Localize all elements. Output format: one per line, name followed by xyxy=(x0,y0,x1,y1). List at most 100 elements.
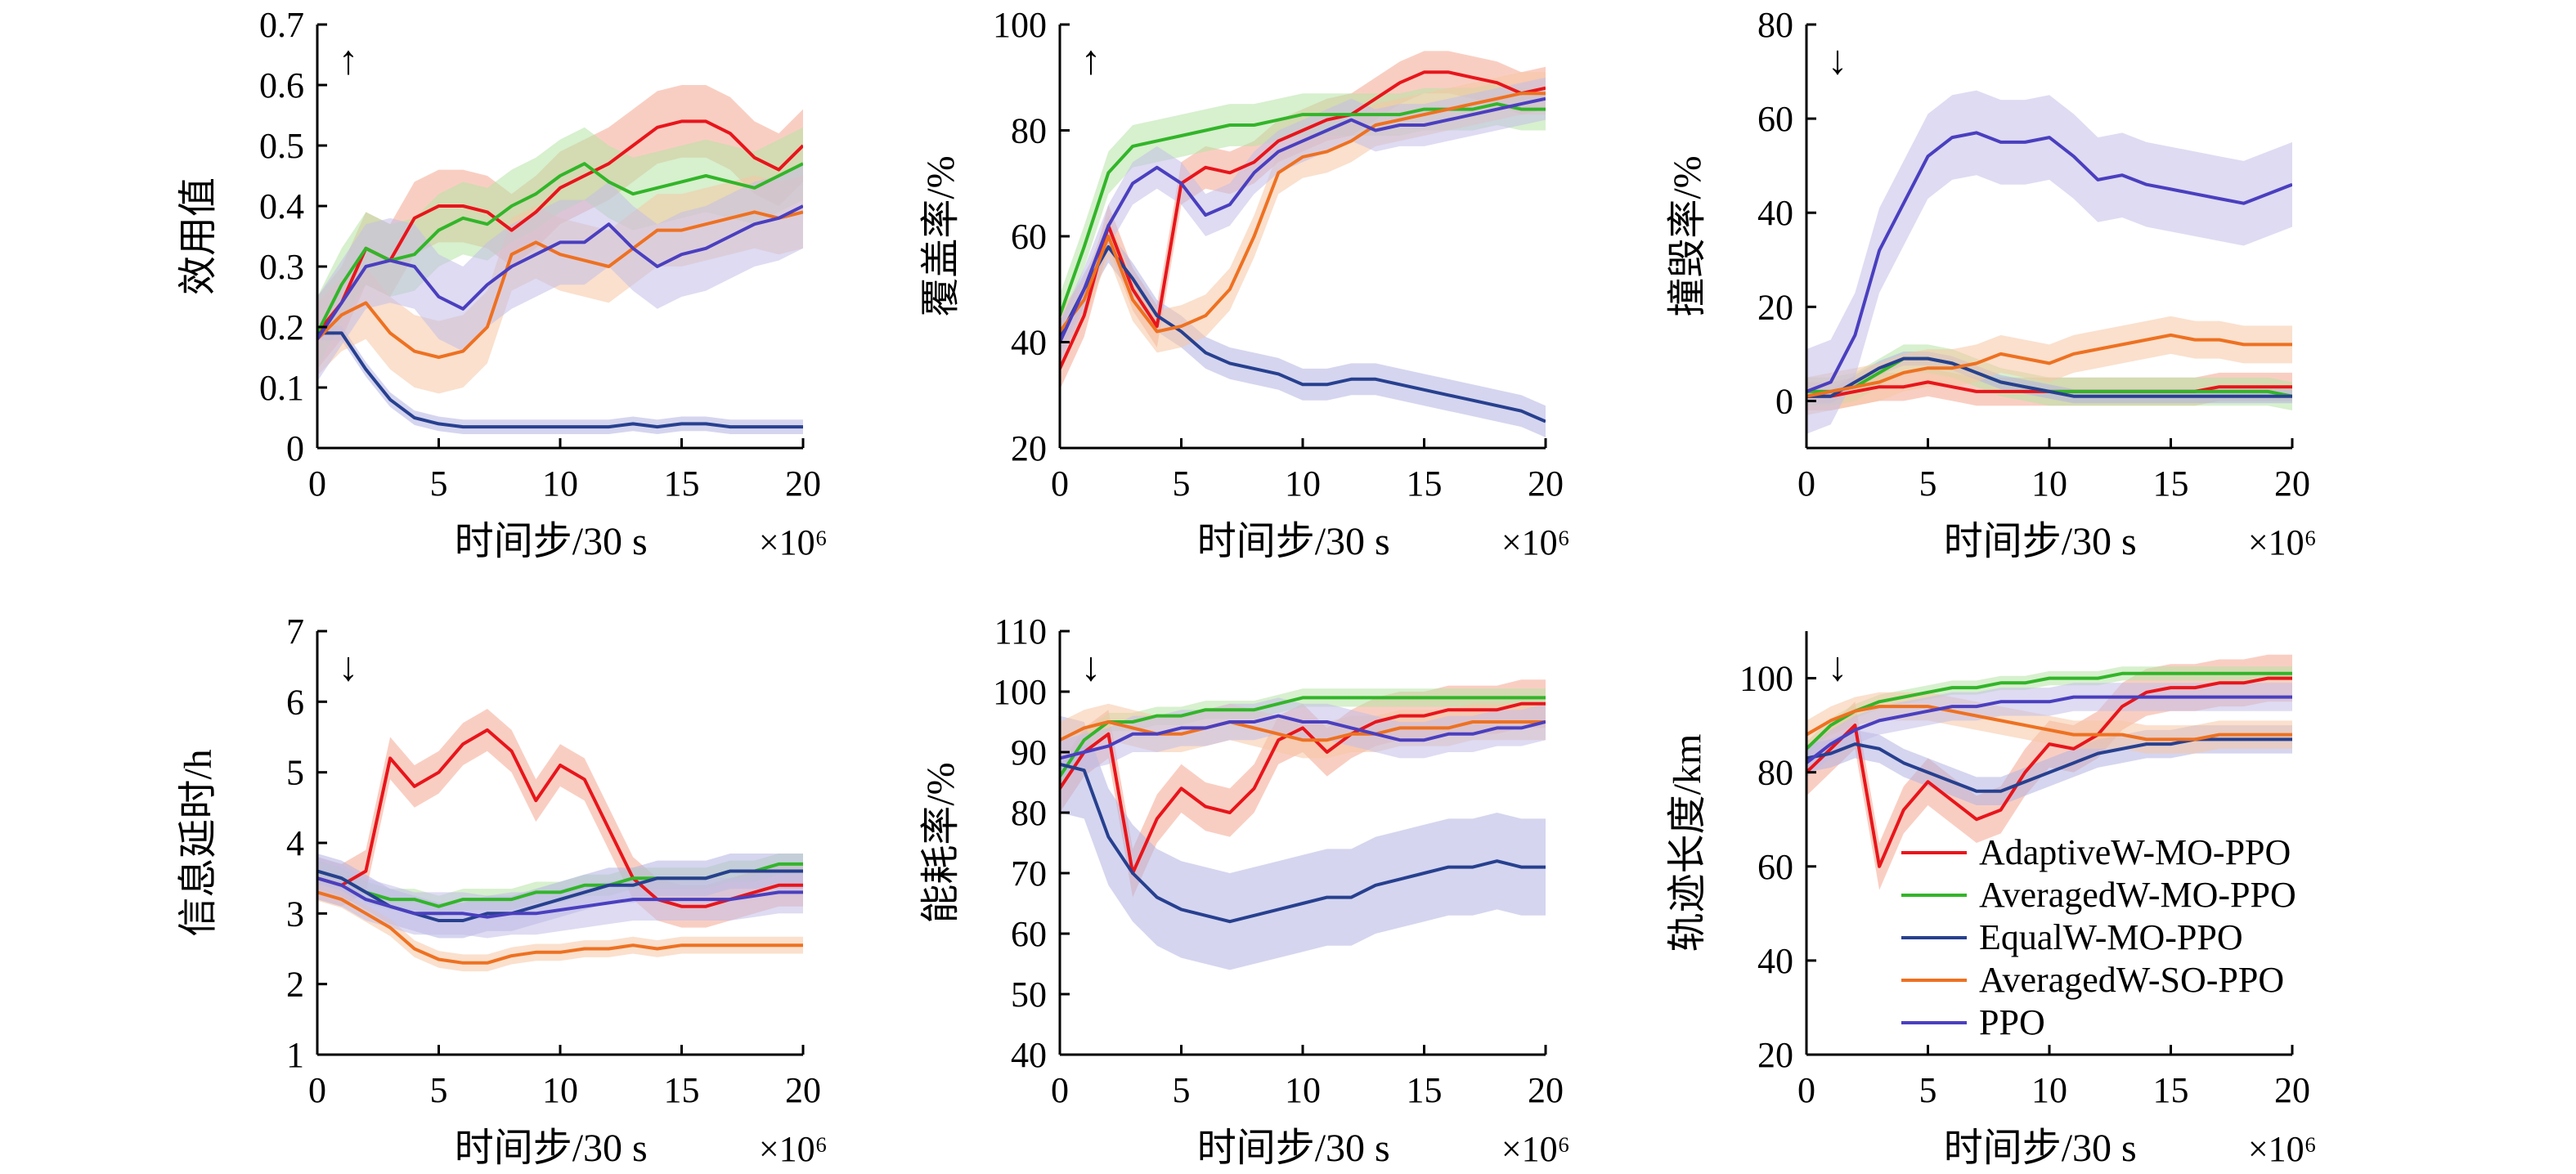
legend-label: PPO xyxy=(1979,1002,2045,1042)
chart-coverage: 0 5 10 15 20 20 40 60 80 100 时间步/30 s ×10⁶ 覆盖率/% ↑ xyxy=(919,5,1570,563)
x-axis-exponent: ×10⁶ xyxy=(2248,522,2317,562)
y-tick-label: 100 xyxy=(1739,659,1793,699)
x-tick-label: 5 xyxy=(1173,1070,1191,1110)
band-ppo xyxy=(1806,90,2292,434)
y-tick-label: 60 xyxy=(1757,847,1793,887)
band-averagedw-so-ppo xyxy=(317,884,803,972)
x-tick-label: 20 xyxy=(1528,1070,1564,1110)
x-tick-label: 20 xyxy=(785,1070,821,1110)
x-tick-label: 5 xyxy=(1919,464,1937,504)
x-axis-label: 时间步/30 s xyxy=(455,520,648,563)
y-tick-label: 80 xyxy=(1757,753,1793,793)
x-tick-label: 15 xyxy=(664,464,700,504)
legend: AdaptiveW-MO-PPOAveragedW-MO-PPOEqualW-M… xyxy=(1901,832,2296,1042)
y-tick-label: 0.5 xyxy=(259,126,304,166)
y-axis-label: 覆盖率/% xyxy=(919,155,963,316)
x-tick-label: 0 xyxy=(308,1070,326,1110)
y-tick-label: 60 xyxy=(1011,914,1047,954)
series-line-averagedw-mo-ppo xyxy=(1060,102,1546,316)
band-averagedw-mo-ppo xyxy=(1806,666,2292,756)
x-tick-label: 10 xyxy=(542,464,578,504)
series-line-averagedw-so-ppo xyxy=(1060,92,1546,334)
x-axis-label: 时间步/30 s xyxy=(1944,520,2137,563)
direction-arrow: ↓ xyxy=(1828,643,1848,689)
x-tick-label: 10 xyxy=(1285,1070,1321,1110)
series-line-equalw-mo-ppo xyxy=(317,331,803,429)
y-tick-label: 110 xyxy=(994,612,1047,652)
series-line-adaptivew-mo-ppo xyxy=(317,119,803,334)
y-tick-label: 3 xyxy=(286,894,304,934)
legend-item-equalw-mo-ppo: EqualW-MO-PPO xyxy=(1901,917,2243,957)
x-tick-label: 15 xyxy=(2153,464,2189,504)
series-line-averagedw-so-ppo xyxy=(317,210,803,359)
series-line-adaptivew-mo-ppo xyxy=(1806,676,2292,868)
y-tick-label: 0.1 xyxy=(259,368,304,408)
chart-utility: 0 5 10 15 20 0 0.1 0.2 0.3 0.4 0.5 0.6 0.7 时间步/30 s ×1… xyxy=(177,5,828,563)
x-tick-label: 0 xyxy=(1051,464,1069,504)
y-tick-label: 90 xyxy=(1011,733,1047,773)
x-axis-exponent: ×10⁶ xyxy=(1501,1129,1570,1169)
y-tick-label: 20 xyxy=(1757,287,1793,327)
x-axis-label: 时间步/30 s xyxy=(1944,1127,2137,1170)
legend-item-averagedw-mo-ppo: AveragedW-MO-PPO xyxy=(1901,875,2296,915)
plot-area xyxy=(1806,654,2292,890)
y-tick-label: 20 xyxy=(1757,1035,1793,1075)
y-tick-label: 80 xyxy=(1011,111,1047,151)
legend-label: EqualW-MO-PPO xyxy=(1979,917,2243,957)
band-ppo xyxy=(1060,77,1546,364)
x-tick-label: 0 xyxy=(1797,1070,1815,1110)
x-tick-label: 5 xyxy=(430,464,448,504)
direction-arrow: ↑ xyxy=(339,37,359,83)
legend-label: AveragedW-MO-PPO xyxy=(1979,875,2296,915)
legend-item-adaptivew-mo-ppo: AdaptiveW-MO-PPO xyxy=(1901,832,2291,872)
y-axis-label: 效用值 xyxy=(177,177,220,295)
x-tick-label: 10 xyxy=(1285,464,1321,504)
x-tick-label: 15 xyxy=(2153,1070,2189,1110)
y-tick-label: 0.6 xyxy=(259,65,304,105)
series-line-equalw-mo-ppo xyxy=(1806,356,2292,398)
y-tick-label: 40 xyxy=(1011,1035,1047,1075)
band-averagedw-so-ppo xyxy=(1806,316,2292,415)
band-equalw-mo-ppo xyxy=(1060,715,1546,970)
band-averagedw-mo-ppo xyxy=(317,127,803,370)
plot-area xyxy=(1060,679,1546,970)
direction-arrow: ↓ xyxy=(1828,37,1848,83)
chart-info-delay: 0 5 10 15 20 1 2 3 4 5 6 7 时间步/30 s ×10⁶ 信息延时/h ↓ xyxy=(177,612,828,1170)
y-tick-label: 6 xyxy=(286,682,304,722)
series-line-averagedw-so-ppo xyxy=(317,890,803,965)
y-tick-label: 1 xyxy=(286,1035,304,1075)
x-axis-exponent: ×10⁶ xyxy=(759,1129,828,1169)
series-line-adaptivew-mo-ppo xyxy=(317,728,803,908)
series-line-ppo xyxy=(317,204,803,340)
y-tick-label: 60 xyxy=(1011,217,1047,257)
series-line-ppo xyxy=(1806,695,2292,764)
x-axis-exponent: ×10⁶ xyxy=(759,522,828,562)
y-tick-label: 20 xyxy=(1011,428,1047,468)
y-tick-label: 40 xyxy=(1757,941,1793,981)
y-tick-label: 0 xyxy=(1775,381,1793,421)
y-tick-label: 0.4 xyxy=(259,186,304,226)
legend-item-averagedw-so-ppo: AveragedW-SO-PPO xyxy=(1901,960,2284,1000)
band-adaptivew-mo-ppo xyxy=(317,709,803,928)
series-line-ppo xyxy=(1060,714,1546,760)
y-tick-label: 40 xyxy=(1011,323,1047,363)
y-tick-label: 60 xyxy=(1757,99,1793,139)
y-axis-label: 信息延时/h xyxy=(177,749,220,936)
series-line-equalw-mo-ppo xyxy=(1060,245,1546,423)
plot-area xyxy=(1060,51,1546,437)
series-line-averagedw-so-ppo xyxy=(1806,705,2292,742)
plot-area xyxy=(317,709,803,972)
x-tick-label: 15 xyxy=(1407,1070,1443,1110)
x-tick-label: 0 xyxy=(308,464,326,504)
y-tick-label: 40 xyxy=(1757,193,1793,233)
y-axis-label: 轨迹长度/km xyxy=(1666,734,1709,952)
y-tick-label: 5 xyxy=(286,753,304,793)
x-tick-label: 5 xyxy=(430,1070,448,1110)
series-line-adaptivew-mo-ppo xyxy=(1060,70,1546,370)
series-line-ppo xyxy=(317,876,803,919)
y-tick-label: 70 xyxy=(1011,854,1047,894)
y-tick-label: 100 xyxy=(993,672,1047,712)
series-line-averagedw-mo-ppo xyxy=(1060,696,1546,777)
series-line-equalw-mo-ppo xyxy=(1060,762,1546,924)
y-tick-label: 0.3 xyxy=(259,247,304,287)
